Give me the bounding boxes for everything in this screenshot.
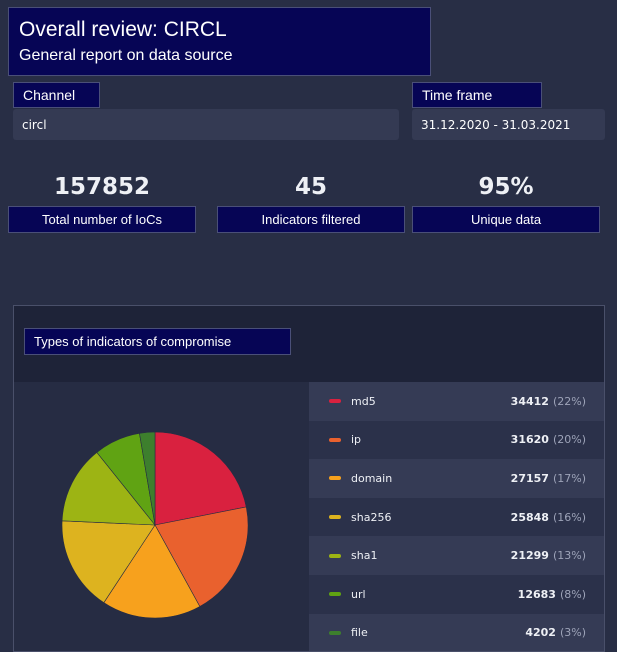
total-iocs-label: Total number of IoCs	[8, 206, 196, 233]
pie-slice-sha1[interactable]	[61, 451, 156, 526]
legend-row-domain[interactable]: domain 27157 (17%)	[309, 459, 604, 498]
pie-slice-file[interactable]	[139, 431, 156, 526]
legend-swatch	[329, 515, 341, 520]
legend-swatch	[329, 630, 341, 635]
page-subtitle: General report on data source	[19, 47, 233, 64]
legend-percent: (20%)	[552, 433, 586, 447]
panel-title: Types of indicators of compromise	[24, 328, 291, 355]
ioc-types-panel: Types of indicators of compromise md5 344…	[13, 305, 605, 652]
legend-swatch	[329, 553, 341, 558]
legend-row-sha1[interactable]: sha1 21299 (13%)	[309, 536, 604, 575]
ioc-pie-chart	[61, 431, 249, 619]
channel-field[interactable]: circl	[13, 109, 399, 140]
ioc-legend: md5 34412 (22%) ip 31620 (20%) domain 27157 (17%…	[309, 382, 604, 651]
legend-label: url	[351, 587, 366, 601]
channel-label: Channel	[13, 82, 100, 108]
pie-slice-md5[interactable]	[154, 431, 247, 526]
unique-data-label: Unique data	[412, 206, 600, 233]
legend-label: domain	[351, 471, 393, 485]
legend-row-md5[interactable]: md5 34412 (22%)	[309, 382, 604, 421]
legend-percent: (22%)	[552, 394, 586, 408]
timeframe-field[interactable]: 31.12.2020 - 31.03.2021	[412, 109, 605, 140]
total-iocs-value: 157852	[53, 174, 151, 200]
legend-value: 25848	[510, 510, 549, 524]
legend-value: 27157	[510, 471, 549, 485]
legend-percent: (13%)	[552, 549, 586, 563]
legend-swatch	[329, 592, 341, 597]
legend-swatch	[329, 437, 341, 442]
legend-value: 34412	[510, 394, 549, 408]
legend-label: md5	[351, 394, 376, 408]
legend-label: ip	[351, 433, 362, 447]
page-title: Overall review: CIRCL	[19, 18, 227, 41]
report-header: Overall review: CIRCL General report on …	[8, 7, 431, 76]
indicators-filtered-label: Indicators filtered	[217, 206, 405, 233]
panel-header: Types of indicators of compromise	[14, 306, 604, 382]
legend-row-ip[interactable]: ip 31620 (20%)	[309, 420, 604, 460]
legend-swatch	[329, 476, 341, 481]
legend-row-file[interactable]: file 4202 (3%)	[309, 613, 604, 651]
legend-value: 4202	[525, 626, 556, 640]
legend-percent: (3%)	[559, 626, 586, 640]
pie-slice-ip[interactable]	[154, 506, 249, 607]
legend-percent: (16%)	[552, 510, 586, 524]
legend-swatch	[329, 399, 341, 404]
timeframe-label: Time frame	[412, 82, 542, 108]
legend-label: file	[351, 626, 368, 640]
legend-value: 31620	[510, 433, 549, 447]
legend-row-sha256[interactable]: sha256 25848 (16%)	[309, 497, 604, 537]
legend-label: sha256	[351, 510, 392, 524]
legend-value: 12683	[517, 587, 556, 601]
legend-percent: (17%)	[552, 471, 586, 485]
pie-slice-domain[interactable]	[103, 524, 201, 619]
legend-row-url[interactable]: url 12683 (8%)	[309, 574, 604, 614]
legend-value: 21299	[510, 549, 549, 563]
indicators-filtered-value: 45	[294, 174, 327, 200]
unique-data-value: 95%	[478, 174, 534, 200]
legend-percent: (8%)	[559, 587, 586, 601]
legend-label: sha1	[351, 549, 378, 563]
pie-slice-sha256[interactable]	[61, 520, 156, 604]
